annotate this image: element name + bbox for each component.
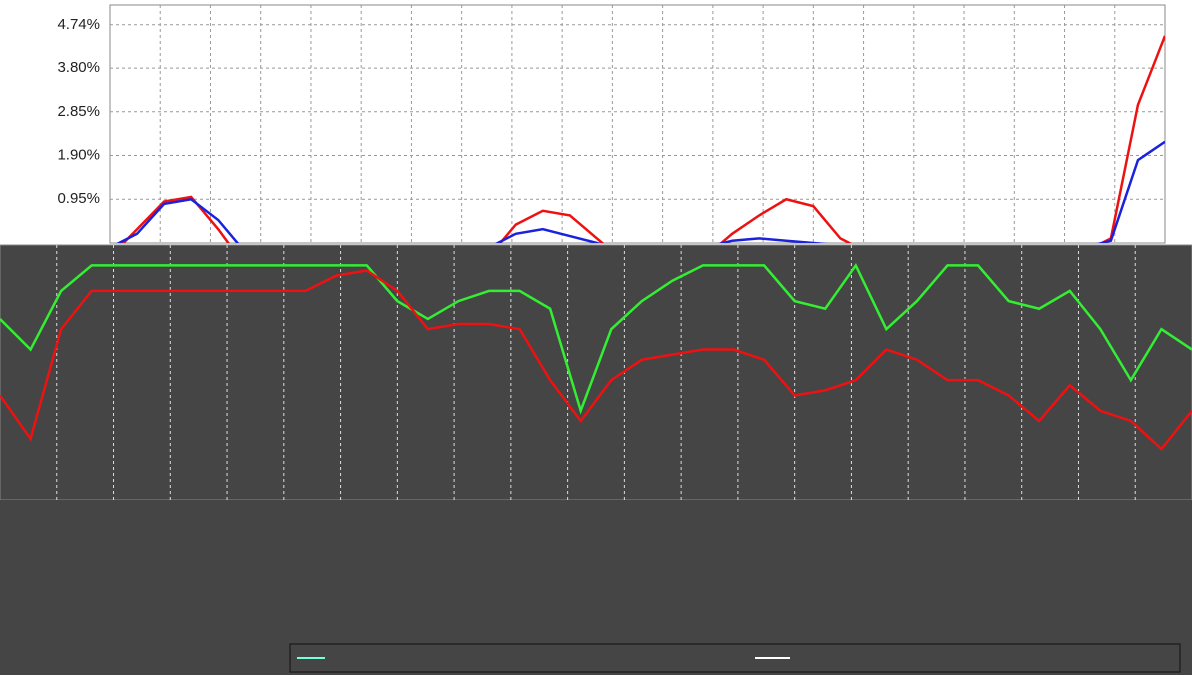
panel: 0.95% 1.90% 2.85% 3.80% 4.74%	[57, 5, 1165, 280]
chart: 0.95% 1.90% 2.85% 3.80% 4.74%	[0, 0, 1192, 675]
panel	[0, 245, 1192, 500]
plot-area	[110, 5, 1165, 243]
y-tick-label: 0.95%	[57, 190, 100, 207]
y-tick-label: 2.85%	[57, 103, 100, 120]
axis-band	[0, 500, 1192, 640]
y-tick-label: 1.90%	[57, 147, 100, 164]
legend-band	[0, 640, 1192, 675]
y-tick-label: 4.74%	[57, 16, 100, 33]
y-tick-label: 3.80%	[57, 59, 100, 76]
